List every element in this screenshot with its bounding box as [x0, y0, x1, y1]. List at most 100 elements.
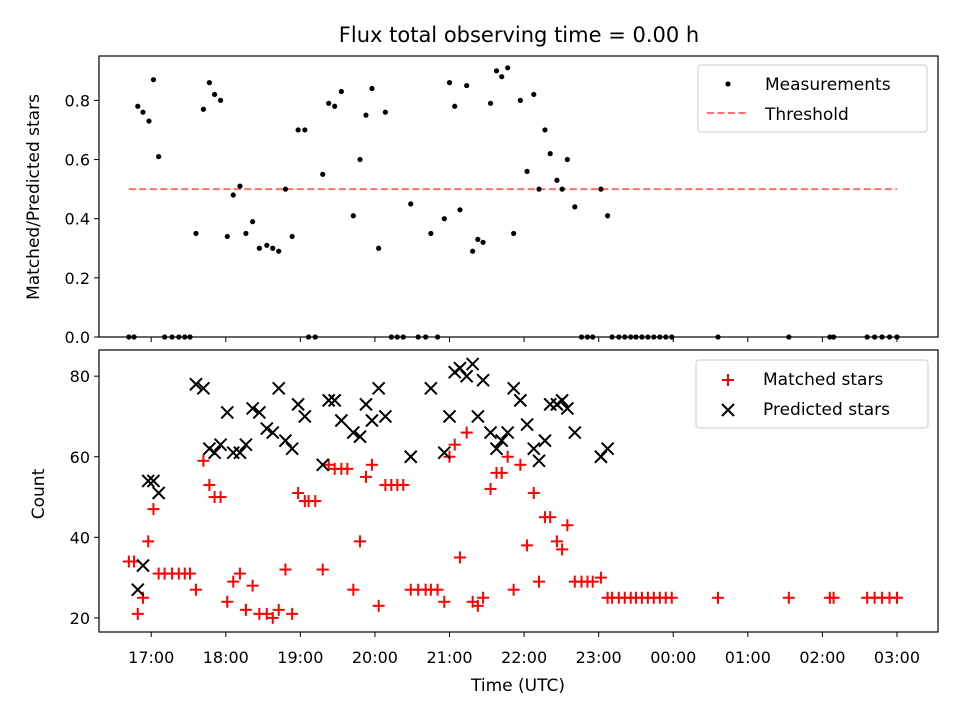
legend-predicted-label: Predicted stars — [763, 400, 890, 420]
predicted-star-point — [489, 441, 504, 456]
legend-measurements-marker — [725, 81, 731, 87]
matched-star-point — [448, 438, 461, 451]
x-tick-label: 18:00 — [203, 648, 249, 667]
x-tick-label: 00:00 — [650, 648, 696, 667]
measurement-point — [270, 245, 276, 251]
predicted-star-point — [471, 409, 485, 424]
legend-matched-marker — [722, 374, 734, 386]
x-tick-label: 21:00 — [426, 648, 472, 667]
measurement-point — [369, 85, 375, 92]
predicted-star-point — [378, 409, 393, 424]
matched-star-point — [556, 543, 569, 556]
measurement-point — [256, 245, 262, 251]
bottom-y-axis-label: Count — [29, 468, 49, 519]
x-tick-label: 03:00 — [874, 648, 920, 667]
matched-star-point — [221, 595, 234, 608]
x-axis-label: Time (UTC) — [470, 676, 565, 696]
measurement-point — [140, 109, 146, 115]
predicted-star-point — [359, 397, 373, 412]
predicted-star-point — [476, 373, 490, 387]
measurement-point — [250, 219, 256, 225]
top-legend-box — [697, 64, 928, 133]
measurement-point — [289, 233, 295, 240]
bottom-y-tick-label: 40 — [70, 528, 90, 547]
measurement-point — [547, 151, 553, 157]
matched-star-point — [359, 470, 372, 483]
matched-star-point — [453, 551, 466, 564]
bottom-legend-box — [695, 359, 929, 429]
x-tick-label: 02:00 — [799, 648, 845, 667]
measurement-point — [536, 186, 542, 192]
top-y-axis-label: Matched/Predicted stars — [24, 94, 44, 300]
measurement-point — [211, 91, 218, 98]
matched-star-point — [239, 603, 252, 616]
predicted-star-point — [233, 446, 247, 460]
measurement-point — [598, 186, 604, 192]
top-legend: Measurements Threshold — [697, 64, 928, 133]
measurement-point — [564, 156, 570, 163]
measurement-point — [376, 245, 382, 251]
matched-star-point — [507, 583, 520, 596]
top-plot: 0.00.20.40.60.8 Matched/Predicted stars … — [24, 55, 939, 347]
matched-star-point — [514, 458, 527, 471]
bottom-y-tick-label: 80 — [70, 367, 90, 386]
matched-star-point — [477, 591, 490, 604]
predicted-star-point — [316, 458, 330, 472]
measurement-point — [408, 201, 414, 207]
matched-star-point — [147, 503, 160, 516]
predicted-star-point — [334, 413, 349, 428]
matched-star-point — [316, 563, 329, 576]
matched-star-point — [197, 454, 210, 467]
measurement-point — [524, 168, 530, 174]
matched-star-point — [890, 591, 903, 604]
measurement-point — [464, 82, 470, 89]
top-y-tick-label: 0.6 — [65, 151, 90, 170]
predicted-star-point — [465, 357, 480, 371]
measurement-point — [428, 230, 434, 237]
matched-star-point — [431, 583, 444, 596]
measurement-point — [326, 100, 332, 106]
matched-star-point — [594, 571, 607, 584]
predicted-star-point — [207, 446, 222, 460]
matched-star-point — [550, 535, 563, 548]
measurement-point — [150, 77, 157, 83]
matched-star-point — [782, 591, 795, 604]
matched-star-point — [142, 535, 155, 548]
predicted-star-point — [442, 409, 457, 424]
predicted-star-point — [189, 377, 203, 391]
measurement-point — [446, 80, 453, 86]
matched-star-point — [233, 567, 246, 580]
x-tick-label: 19:00 — [277, 648, 323, 667]
predicted-star-point — [500, 425, 515, 440]
matched-star-point — [214, 491, 227, 504]
legend-predicted-marker — [721, 403, 735, 417]
matched-star-point — [266, 611, 279, 624]
predicted-star-point — [131, 582, 145, 597]
matched-star-point — [827, 591, 840, 604]
predicted-star-point — [538, 433, 552, 448]
matched-star-point — [365, 458, 378, 471]
matched-star-point — [471, 599, 484, 612]
matched-star-point — [203, 478, 216, 491]
predicted-star-point — [298, 409, 312, 424]
predicted-star-point — [196, 381, 211, 395]
measurement-point — [382, 109, 388, 115]
predicted-star-point — [245, 401, 260, 416]
measurement-point — [350, 213, 356, 219]
measurement-point — [517, 97, 523, 103]
predicted-star-point — [520, 417, 534, 432]
measurement-point — [542, 127, 548, 133]
measurement-point — [243, 230, 249, 237]
matched-star-point — [292, 487, 305, 500]
legend-threshold-label: Threshold — [764, 105, 849, 125]
x-tick-label: 23:00 — [576, 648, 622, 667]
top-y-tick-label: 0.0 — [65, 328, 90, 347]
predicted-star-point — [327, 393, 342, 408]
x-tick-label: 17:00 — [128, 648, 174, 667]
matched-star-point — [372, 599, 385, 612]
measurement-point — [441, 216, 447, 222]
predicted-star-point — [136, 558, 150, 573]
measurement-point — [605, 213, 611, 219]
measurement-point — [193, 230, 199, 237]
